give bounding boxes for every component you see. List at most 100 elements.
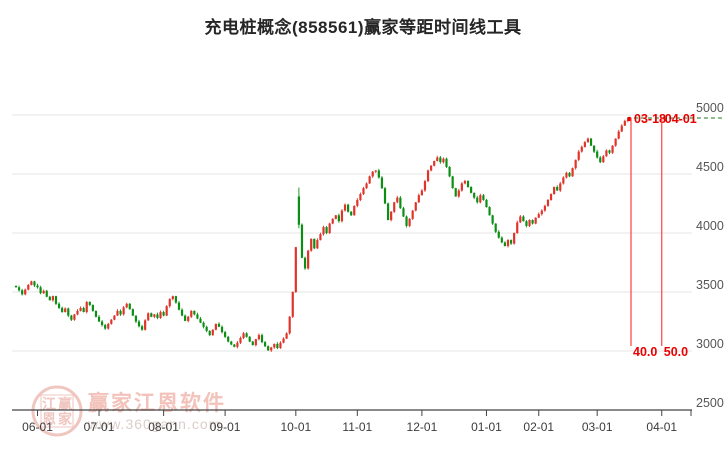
candle-body: [562, 177, 565, 184]
candle-body: [614, 138, 617, 146]
candle-body: [199, 318, 202, 323]
candle-body: [457, 190, 460, 197]
candle-body: [36, 285, 39, 288]
candle-body: [399, 197, 402, 209]
candle-body: [254, 339, 257, 346]
candle-body: [393, 202, 396, 212]
candle-body: [153, 314, 156, 317]
candle-body: [17, 287, 21, 291]
candle-body: [331, 218, 334, 224]
candle-body: [214, 323, 217, 330]
candle-body: [408, 218, 411, 226]
candle-body: [150, 313, 153, 317]
y-tick-label: 4500: [696, 160, 724, 174]
candle-body: [267, 346, 270, 351]
candle-body: [107, 323, 110, 329]
candle-body: [147, 313, 150, 321]
candle-body: [423, 181, 427, 191]
candle-body: [291, 292, 294, 317]
candle-body: [605, 150, 608, 157]
candle-body: [239, 338, 242, 343]
candle-body: [586, 138, 590, 143]
candle-body: [64, 308, 67, 313]
candle-body: [177, 302, 181, 310]
candle-body: [359, 194, 362, 200]
candle-body: [233, 344, 236, 347]
candle-body: [279, 342, 282, 349]
candle-body: [230, 341, 233, 345]
candle-body: [482, 195, 485, 200]
candle-body: [470, 186, 473, 193]
candle-body: [79, 307, 82, 311]
candle-body: [476, 197, 479, 203]
candle-body: [343, 204, 347, 211]
candle-body: [436, 157, 439, 162]
candle-body: [196, 314, 199, 319]
candle-body: [260, 335, 264, 343]
candle-body: [156, 314, 159, 318]
candle-body: [368, 176, 371, 184]
candle-body: [27, 284, 30, 290]
candle-body: [187, 316, 190, 321]
candle-body: [184, 315, 187, 321]
watermark-brand: 赢家江恩软件: [88, 391, 226, 415]
x-tick-label: 09-01: [210, 420, 241, 434]
x-tick-label: 08-01: [148, 420, 179, 434]
candle-body: [559, 183, 562, 191]
candle-body: [257, 335, 261, 340]
candle-body: [288, 316, 291, 334]
candle-body: [442, 158, 445, 163]
candle-body: [42, 290, 45, 294]
candle-body: [494, 223, 497, 232]
candle-body: [362, 188, 365, 195]
candle-body: [67, 308, 70, 316]
annotations: 03-18 40.0 04-01 50.0: [626, 112, 724, 359]
time-vline-date-label: 03-18: [634, 112, 666, 126]
candle-body: [608, 150, 611, 153]
candle-body: [193, 310, 196, 315]
candle-body: [300, 224, 304, 258]
candle-body: [611, 145, 614, 153]
candle-body: [565, 172, 568, 178]
y-tick-label: 4000: [696, 219, 724, 233]
candle-body: [466, 181, 470, 187]
x-tick-label: 07-01: [84, 420, 115, 434]
candle-body: [131, 309, 134, 316]
candle-body: [328, 223, 331, 233]
candle-body: [497, 231, 500, 238]
candle-body: [162, 312, 165, 316]
candle-body: [125, 303, 128, 308]
candle-body: [248, 336, 251, 342]
x-tick-label: 10-01: [280, 420, 311, 434]
candle-body: [285, 333, 288, 339]
candle-body: [144, 320, 147, 330]
candle-body: [276, 343, 279, 349]
candle-body: [91, 304, 94, 311]
candle-body: [574, 159, 577, 169]
candle-body: [473, 192, 476, 198]
candle-body: [386, 203, 390, 221]
candle-body: [537, 214, 540, 218]
candle-body: [217, 323, 221, 327]
candle-body: [88, 302, 91, 305]
candle-body: [596, 151, 599, 158]
candle-body: [334, 215, 337, 219]
y-tick-label: 3500: [696, 278, 724, 292]
candle-body: [479, 195, 482, 203]
candle-body: [208, 330, 211, 336]
y-tick-label: 3000: [696, 337, 724, 351]
candle-body: [116, 310, 119, 316]
x-tick-label: 06-01: [22, 420, 53, 434]
candle-body: [599, 157, 602, 163]
candle-body: [307, 250, 310, 269]
candle-body: [411, 210, 414, 219]
candle-body: [227, 336, 230, 342]
candle-body: [383, 188, 387, 204]
candle-body: [540, 210, 543, 215]
candle-body: [224, 332, 227, 337]
x-tick-label: 04-01: [646, 420, 677, 434]
candle-body: [73, 314, 76, 320]
candle-body: [593, 145, 596, 152]
candle-body: [580, 146, 583, 152]
